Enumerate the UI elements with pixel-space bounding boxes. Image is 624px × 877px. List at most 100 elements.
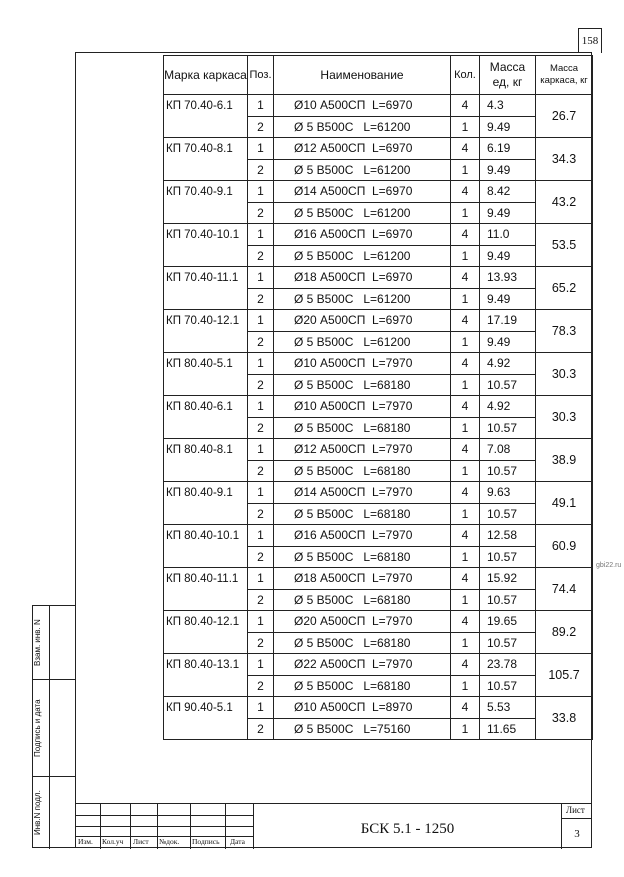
header-pos: Поз.: [247, 55, 274, 95]
unit-mass: 9.49: [479, 287, 536, 310]
title-block: Изм. Кол.уч Лист №док. Подпись Дата БСК …: [75, 803, 592, 849]
unit-mass: 9.49: [479, 330, 536, 353]
quantity: 1: [450, 588, 480, 611]
table-row: КП 80.40-5.1 1 Ø10 А500СП L=7970 4 4.92 30.3: [163, 352, 593, 396]
quantity: 1: [450, 287, 480, 310]
quantity: 4: [450, 610, 480, 633]
position: 1: [247, 481, 274, 504]
position: 1: [247, 438, 274, 461]
total-mass: 78.3: [535, 309, 593, 353]
position: 1: [247, 653, 274, 676]
position: 1: [247, 524, 274, 547]
table-row: КП 70.40-6.1 1 Ø10 А500СП L=6970 4 4.3 26.7: [163, 94, 593, 138]
position: 2: [247, 287, 274, 310]
header-mark: Марка каркаса: [163, 55, 248, 95]
item-name: Ø 5 В500С L=61200: [273, 201, 451, 224]
quantity: 4: [450, 567, 480, 590]
item-name: Ø10 А500СП L=8970: [273, 696, 451, 719]
total-mass: 49.1: [535, 481, 593, 525]
table-row: КП 70.40-8.1 1 Ø12 А500СП L=6970 4 6.19 34.3: [163, 137, 593, 181]
quantity: 1: [450, 158, 480, 181]
quantity: 1: [450, 416, 480, 439]
frame-mark: КП 70.40-9.1: [163, 180, 248, 224]
item-name: Ø10 А500СП L=7970: [273, 395, 451, 418]
item-name: Ø 5 В500С L=61200: [273, 158, 451, 181]
unit-mass: 9.63: [479, 481, 536, 504]
table-row: КП 90.40-5.1 1 Ø10 А500СП L=8970 4 5.53 33.8: [163, 696, 593, 740]
unit-mass: 17.19: [479, 309, 536, 332]
position: 2: [247, 244, 274, 267]
table-row: КП 70.40-10.1 1 Ø16 А500СП L=6970 4 11.0 53.5: [163, 223, 593, 267]
item-name: Ø 5 В500С L=68180: [273, 674, 451, 697]
total-mass: 105.7: [535, 653, 593, 697]
total-mass: 30.3: [535, 395, 593, 439]
unit-mass: 11.65: [479, 717, 536, 740]
position: 2: [247, 631, 274, 654]
watermark: gbi22.ru: [596, 562, 622, 569]
item-name: Ø10 А500СП L=6970: [273, 94, 451, 117]
quantity: 4: [450, 481, 480, 504]
unit-mass: 12.58: [479, 524, 536, 547]
col-kol-uch: Кол.уч: [102, 837, 124, 846]
frame-top-line: [75, 52, 592, 53]
position: 1: [247, 395, 274, 418]
unit-mass: 4.92: [479, 352, 536, 375]
total-mass: 38.9: [535, 438, 593, 482]
item-name: Ø 5 В500С L=61200: [273, 330, 451, 353]
item-name: Ø22 А500СП L=7970: [273, 653, 451, 676]
col-list: Лист: [133, 837, 149, 846]
quantity: 4: [450, 352, 480, 375]
quantity: 1: [450, 674, 480, 697]
unit-mass: 5.53: [479, 696, 536, 719]
item-name: Ø10 А500СП L=7970: [273, 352, 451, 375]
frame-mark: КП 80.40-10.1: [163, 524, 248, 568]
position: 1: [247, 696, 274, 719]
position: 2: [247, 459, 274, 482]
document-code: БСК 5.1 - 1250: [253, 804, 562, 849]
unit-mass: 4.3: [479, 94, 536, 117]
sheet-number: 3: [574, 828, 580, 840]
unit-mass: 10.57: [479, 502, 536, 525]
position: 2: [247, 717, 274, 740]
frame-mark: КП 70.40-8.1: [163, 137, 248, 181]
item-name: Ø 5 В500С L=68180: [273, 588, 451, 611]
frame-mark: КП 80.40-5.1: [163, 352, 248, 396]
position: 1: [247, 180, 274, 203]
position: 1: [247, 309, 274, 332]
unit-mass: 19.65: [479, 610, 536, 633]
table-header-row: Марка каркаса Поз. Наименование Кол. Мас…: [163, 55, 593, 95]
item-name: Ø 5 В500С L=68180: [273, 631, 451, 654]
side-label-inv-podl: Инв.N подл.: [33, 790, 42, 836]
unit-mass: 10.57: [479, 674, 536, 697]
header-total-mass: Масса каркаса, кг: [535, 55, 593, 95]
quantity: 1: [450, 244, 480, 267]
item-name: Ø14 А500СП L=6970: [273, 180, 451, 203]
item-name: Ø20 А500СП L=6970: [273, 309, 451, 332]
item-name: Ø 5 В500С L=61200: [273, 244, 451, 267]
total-mass: 89.2: [535, 610, 593, 654]
item-name: Ø 5 В500С L=75160: [273, 717, 451, 740]
total-mass: 30.3: [535, 352, 593, 396]
sheet-label: Лист: [566, 805, 585, 815]
quantity: 4: [450, 223, 480, 246]
total-mass: 43.2: [535, 180, 593, 224]
position: 2: [247, 588, 274, 611]
quantity: 1: [450, 502, 480, 525]
frame-mark: КП 70.40-6.1: [163, 94, 248, 138]
unit-mass: 23.78: [479, 653, 536, 676]
item-name: Ø18 А500СП L=6970: [273, 266, 451, 289]
frame-mark: КП 70.40-10.1: [163, 223, 248, 267]
unit-mass: 8.42: [479, 180, 536, 203]
item-name: Ø18 А500СП L=7970: [273, 567, 451, 590]
position: 2: [247, 545, 274, 568]
side-stamp: Инв.N подл. Подпись и дата Взам. инв. N: [32, 605, 76, 849]
unit-mass: 13.93: [479, 266, 536, 289]
unit-mass: 4.92: [479, 395, 536, 418]
col-data: Дата: [230, 837, 245, 846]
position: 2: [247, 502, 274, 525]
